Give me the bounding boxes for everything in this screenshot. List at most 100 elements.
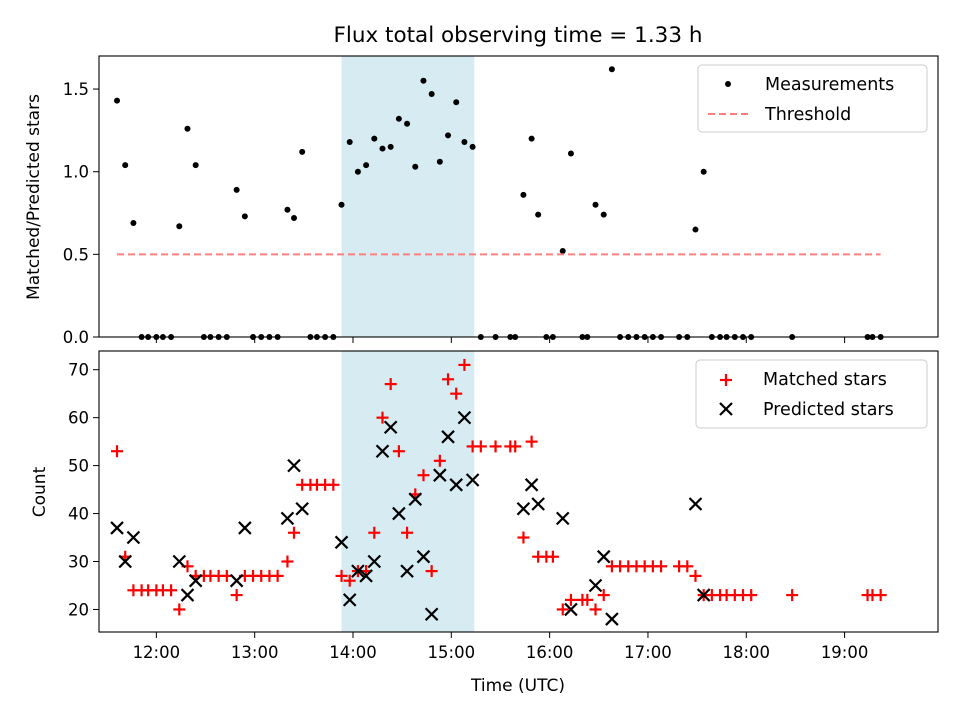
y-tick-label: 0.5 [63,245,89,264]
predicted-star-point [359,569,373,583]
predicted-star-point [465,473,480,487]
matched-star-point [384,378,397,391]
x-tick-label: 16:00 [526,643,574,662]
matched-star-point [581,593,594,606]
measurement-point [535,211,542,218]
measurement-point [387,143,394,150]
matched-star-point [517,531,530,544]
measurement-point [241,213,248,220]
predicted-star-point [351,564,365,578]
x-stroke-2 [126,530,141,545]
x-stroke-2 [564,602,578,617]
matched-star-point [546,550,559,563]
x-tick-label: 18:00 [722,643,770,662]
x-stroke-2 [334,535,349,550]
predicted-star-point [180,588,195,602]
x-stroke-2 [596,549,611,564]
measurement-point [122,162,129,169]
x-tick-label: 17:00 [624,643,672,662]
predicted-star-point [524,478,539,492]
predicted-star-point [400,564,414,578]
measurement-point [592,201,599,208]
x-stroke-2 [555,511,570,526]
predicted-star-point [424,607,439,622]
x-stroke-2 [359,569,373,583]
x-stroke-2 [408,492,423,506]
matched-star-point [442,373,455,386]
matched-star-point [343,574,356,587]
predicted-star-point [449,478,464,492]
matched-star-point [368,526,381,539]
x-stroke-2 [457,410,472,425]
x-tick-label: 19:00 [821,643,869,662]
predicted-star-point [441,430,455,444]
top-axes-frame [98,55,939,338]
top-x-ticks [155,337,846,343]
measurement-point [299,148,306,155]
x-stroke-2 [229,573,244,588]
predicted-star-point [375,444,390,458]
predicted-star-point [516,501,531,516]
matched-star-point [281,555,294,568]
x-stroke-2 [424,607,439,622]
legend-label-matched: Matched stars [763,370,887,390]
matched-star-point [874,589,887,602]
x-stroke-2 [280,511,295,526]
predicted-star-point [118,554,132,569]
x-tick-label: 12:00 [133,643,181,662]
x-tick-label: 15:00 [428,643,476,662]
y-tick-label: 60 [68,409,89,428]
measurement-point [371,135,378,142]
measurement-point [395,115,402,122]
x-stroke-2 [416,549,431,564]
matched-star-point [525,435,538,448]
x-stroke-2 [172,554,187,569]
bottom-axes-frame [98,350,939,633]
matched-star-point [564,593,577,606]
x-stroke-2 [449,478,464,492]
measurement-point [559,248,566,255]
x-stroke-2 [351,564,365,578]
x-axis-label: Time (UTC) [470,676,565,696]
matched-star-point [655,560,668,573]
measurement-point [284,206,291,213]
bottom-legend: Matched stars Predicted stars [695,359,928,429]
measurement-point [176,223,183,230]
predicted-star-point [287,458,301,473]
top-y-axis-label: Matched/Predicted stars [24,94,44,300]
measurement-point [428,91,435,98]
chart-title: Flux total observing time = 1.33 h [334,23,703,48]
matched-star-point [474,440,487,453]
matched-star-point [230,589,243,602]
matched-star-point [335,569,348,582]
predicted-star-point [531,497,545,511]
predicted-star-point [457,410,472,425]
x-stroke-2 [531,497,545,511]
y-tick-label: 70 [68,361,89,380]
x-tick-label: 14:00 [329,643,377,662]
legend-label-threshold: Threshold [764,105,851,125]
measurement-point [363,162,370,169]
matched-star-point [271,569,284,582]
x-stroke-2 [110,521,124,535]
predicted-star-point [383,420,398,435]
y-tick-label: 30 [68,553,89,572]
x-stroke-2 [588,578,603,593]
predicted-star-point [605,612,619,626]
matched-star-point [425,565,438,578]
measurement-point [338,201,345,208]
predicted-star-point [229,573,244,588]
matched-star-point [556,603,569,616]
y-tick-label: 0.0 [63,328,89,347]
matched-star-point [509,440,522,453]
matched-star-point [165,584,178,597]
matched-star-point [111,445,124,458]
x-stroke-2 [433,468,447,482]
x-stroke-2 [383,420,398,435]
measurement-point [692,226,699,233]
matched-star-point [450,387,463,400]
matched-star-point [288,526,301,539]
matched-star-point [327,478,340,491]
predicted-star-point [392,506,406,521]
matched-star-point [417,469,430,482]
